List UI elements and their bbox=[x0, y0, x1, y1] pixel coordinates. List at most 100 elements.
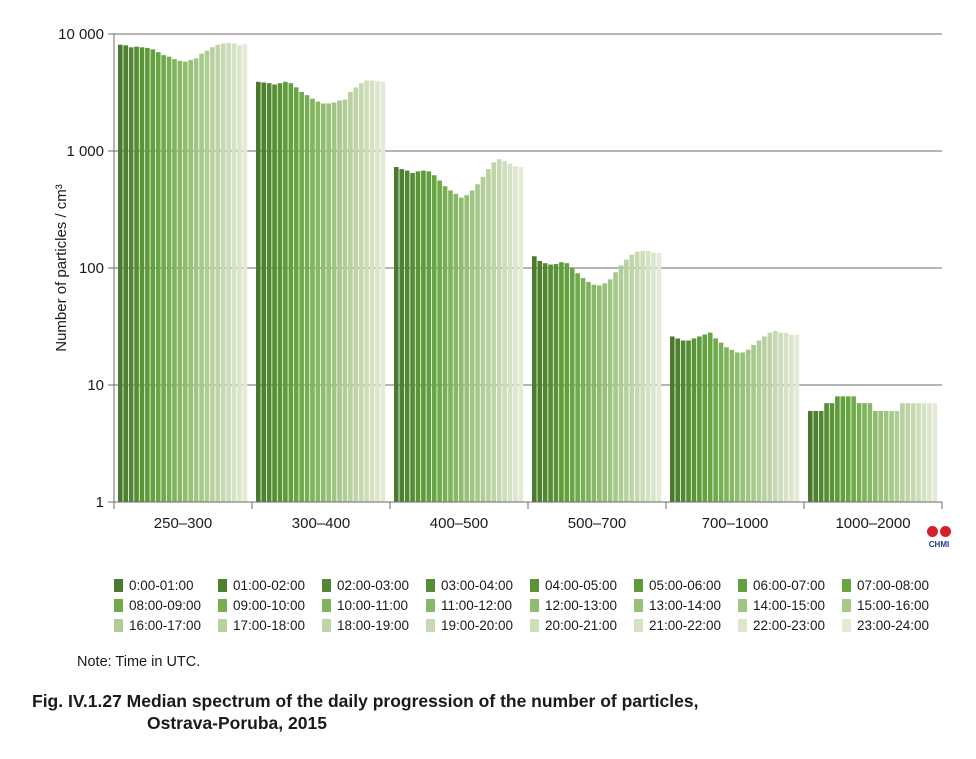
bar bbox=[645, 250, 651, 502]
legend-swatch bbox=[738, 618, 747, 632]
legend-label: 06:00-07:00 bbox=[753, 577, 826, 593]
legend-label: 13:00-14:00 bbox=[649, 597, 722, 613]
bar bbox=[575, 273, 580, 502]
legend: 0:00-01:00 01:00-02:00 02:00-03:00 03:00-04… bbox=[114, 576, 954, 634]
logo-text: CHMI bbox=[928, 540, 950, 549]
bar bbox=[889, 410, 894, 502]
bar bbox=[150, 49, 156, 503]
bar bbox=[342, 99, 348, 502]
legend-swatch bbox=[426, 578, 435, 592]
legend-item: 07:00-08:00 bbox=[842, 576, 946, 594]
bar bbox=[518, 166, 524, 503]
bar bbox=[293, 87, 299, 502]
bar bbox=[840, 396, 846, 502]
logo-dot-left bbox=[927, 526, 938, 537]
bars bbox=[118, 42, 938, 503]
legend-swatch bbox=[218, 598, 227, 612]
bar bbox=[916, 403, 921, 502]
bar bbox=[364, 80, 369, 502]
legend-item: 11:00-12:00 bbox=[426, 596, 530, 614]
bar bbox=[629, 254, 635, 502]
legend-swatch bbox=[842, 578, 851, 592]
legend-swatch bbox=[114, 578, 123, 592]
bar bbox=[910, 403, 916, 502]
bar bbox=[691, 338, 697, 502]
legend-item: 18:00-19:00 bbox=[322, 616, 426, 634]
bar bbox=[873, 410, 878, 502]
bar bbox=[607, 279, 613, 502]
bar bbox=[118, 44, 123, 503]
bar bbox=[756, 340, 762, 502]
legend-label: 21:00-22:00 bbox=[649, 617, 722, 633]
bar bbox=[751, 344, 756, 502]
legend-swatch bbox=[114, 598, 123, 612]
legend-item: 05:00-06:00 bbox=[634, 576, 738, 594]
bar bbox=[702, 334, 708, 502]
bar bbox=[808, 410, 813, 502]
bar bbox=[193, 58, 199, 502]
bar bbox=[794, 334, 800, 502]
caption-line-2: Ostrava-Poruba, 2015 bbox=[147, 713, 327, 733]
bar bbox=[358, 83, 364, 503]
legend-swatch bbox=[322, 618, 331, 632]
bar bbox=[670, 336, 675, 502]
bar bbox=[161, 55, 166, 503]
logo-dot-right bbox=[940, 526, 951, 537]
bar bbox=[927, 403, 932, 502]
bar bbox=[513, 166, 518, 503]
bar bbox=[862, 403, 867, 502]
bar bbox=[905, 403, 911, 502]
bar bbox=[166, 56, 172, 503]
bar bbox=[496, 159, 502, 502]
legend-item: 21:00-22:00 bbox=[634, 616, 738, 634]
y-axis-label: Number of particles / cm³ bbox=[53, 184, 70, 352]
bar bbox=[867, 403, 873, 502]
bar bbox=[651, 252, 656, 502]
bar bbox=[697, 336, 702, 502]
bar bbox=[437, 180, 442, 502]
bar bbox=[448, 190, 453, 502]
legend-item: 19:00-20:00 bbox=[426, 616, 530, 634]
legend-label: 20:00-21:00 bbox=[545, 617, 618, 633]
legend-item: 06:00-07:00 bbox=[738, 576, 842, 594]
bar bbox=[729, 349, 735, 502]
legend-swatch bbox=[218, 618, 227, 632]
legend-label: 09:00-10:00 bbox=[233, 597, 306, 613]
bar bbox=[215, 44, 221, 503]
x-tick-label: 1000–2000 bbox=[835, 515, 910, 532]
legend-swatch bbox=[842, 618, 851, 632]
bar bbox=[231, 43, 237, 502]
legend-swatch bbox=[114, 618, 123, 632]
bar bbox=[640, 250, 645, 502]
bar bbox=[326, 103, 332, 503]
legend-item: 10:00-11:00 bbox=[322, 596, 426, 614]
bar bbox=[559, 262, 564, 502]
bar bbox=[369, 80, 375, 502]
y-tick-label: 1 bbox=[96, 494, 104, 511]
legend-label: 18:00-19:00 bbox=[337, 617, 410, 633]
bar bbox=[580, 278, 586, 502]
legend-label: 02:00-03:00 bbox=[337, 577, 410, 593]
bar bbox=[183, 61, 188, 503]
gridlines bbox=[114, 33, 942, 386]
legend-item: 08:00-09:00 bbox=[114, 596, 218, 614]
legend-swatch bbox=[322, 578, 331, 592]
bar bbox=[242, 44, 248, 502]
bar bbox=[321, 103, 326, 503]
bar bbox=[256, 81, 261, 502]
bar bbox=[624, 259, 629, 502]
bar bbox=[145, 47, 150, 502]
bar bbox=[337, 100, 342, 502]
bar bbox=[591, 284, 597, 502]
legend-swatch bbox=[426, 598, 435, 612]
bar bbox=[315, 101, 321, 502]
bar bbox=[618, 265, 624, 502]
bar bbox=[597, 285, 602, 502]
bar bbox=[128, 47, 134, 502]
bar bbox=[310, 98, 315, 503]
bar bbox=[735, 352, 740, 502]
bar bbox=[921, 403, 927, 502]
legend-swatch bbox=[218, 578, 227, 592]
bar bbox=[331, 102, 337, 502]
bar bbox=[856, 403, 862, 502]
